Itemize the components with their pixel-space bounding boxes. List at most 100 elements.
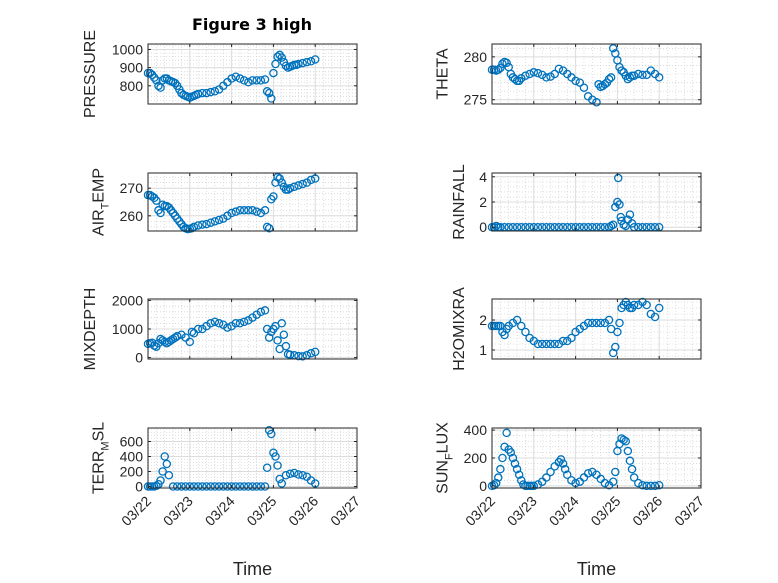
data-point bbox=[223, 211, 232, 221]
data-point bbox=[510, 74, 520, 84]
data-point bbox=[542, 339, 551, 349]
data-point bbox=[537, 70, 547, 80]
data-point bbox=[218, 482, 228, 491]
figure-title: Figure 3 high bbox=[192, 15, 312, 34]
data-point bbox=[227, 74, 236, 83]
data-point bbox=[275, 474, 284, 484]
data-point bbox=[152, 481, 161, 490]
y-tick-label: 0 bbox=[479, 478, 487, 494]
data-point bbox=[583, 318, 593, 328]
data-point bbox=[277, 53, 287, 62]
data-point bbox=[592, 318, 601, 328]
data-point bbox=[173, 331, 182, 341]
data-point bbox=[294, 351, 303, 361]
y-tick-label: 270 bbox=[120, 180, 144, 196]
axes-frame bbox=[147, 427, 358, 489]
data-point bbox=[525, 69, 534, 79]
data-point bbox=[269, 192, 278, 201]
data-point bbox=[567, 333, 576, 343]
data-point bbox=[613, 197, 622, 207]
data-point bbox=[256, 208, 266, 218]
data-point bbox=[256, 482, 266, 491]
data-point bbox=[611, 202, 620, 212]
x-axis-label: Time bbox=[577, 559, 616, 579]
data-point bbox=[164, 470, 174, 480]
data-point bbox=[608, 44, 618, 53]
data-point bbox=[262, 222, 272, 232]
data-point bbox=[550, 69, 559, 79]
data-point bbox=[579, 83, 589, 92]
axes-frame bbox=[491, 298, 702, 360]
data-point bbox=[267, 429, 276, 439]
data-point bbox=[248, 206, 257, 215]
data-point bbox=[298, 470, 307, 480]
y-tick-label: 260 bbox=[120, 208, 144, 224]
y-axis-label: PRESSURE bbox=[82, 30, 99, 118]
data-point bbox=[189, 482, 199, 491]
data-point bbox=[198, 220, 207, 229]
data-point bbox=[512, 464, 522, 474]
data-point bbox=[285, 183, 295, 193]
data-point bbox=[604, 315, 614, 325]
data-point bbox=[306, 349, 316, 358]
y-axis-label: SUNFLUX bbox=[434, 422, 455, 494]
data-point bbox=[231, 482, 241, 491]
data-point bbox=[604, 74, 614, 84]
data-point bbox=[634, 69, 643, 79]
data-point bbox=[185, 337, 195, 347]
data-point bbox=[239, 76, 249, 85]
data-point bbox=[273, 336, 282, 345]
y-tick-label: 2 bbox=[479, 312, 487, 328]
data-point bbox=[556, 455, 566, 464]
data-point bbox=[600, 478, 610, 488]
series-markers bbox=[143, 50, 320, 103]
data-point bbox=[596, 318, 605, 328]
data-point bbox=[235, 482, 245, 491]
data-point bbox=[489, 480, 499, 490]
data-point bbox=[542, 73, 551, 82]
data-point bbox=[158, 76, 167, 85]
data-point bbox=[290, 182, 299, 192]
data-point bbox=[588, 467, 597, 477]
data-point bbox=[606, 73, 616, 82]
data-point bbox=[517, 476, 526, 485]
data-point bbox=[162, 74, 172, 83]
axes-frame bbox=[147, 172, 358, 232]
y-tick-label: 400 bbox=[120, 449, 144, 465]
data-point bbox=[592, 98, 601, 107]
y-tick-label: 0 bbox=[135, 350, 143, 366]
data-point bbox=[625, 210, 635, 219]
y-tick-label: 2 bbox=[479, 194, 487, 210]
data-point bbox=[546, 339, 555, 349]
data-point bbox=[294, 470, 303, 479]
data-point bbox=[496, 464, 505, 474]
data-point bbox=[625, 456, 635, 466]
data-point bbox=[294, 59, 303, 69]
y-tick-label: 275 bbox=[464, 92, 488, 108]
data-point bbox=[206, 218, 215, 227]
data-point bbox=[235, 319, 245, 328]
data-point bbox=[260, 206, 270, 215]
data-point bbox=[152, 76, 161, 85]
data-point bbox=[239, 317, 249, 327]
data-point bbox=[594, 80, 603, 89]
axes-background bbox=[148, 173, 357, 231]
data-point bbox=[629, 300, 639, 310]
data-point bbox=[615, 318, 624, 328]
data-point bbox=[638, 480, 647, 490]
data-point bbox=[244, 77, 253, 87]
data-point bbox=[533, 339, 543, 349]
data-point bbox=[508, 453, 518, 463]
data-point bbox=[267, 94, 276, 103]
data-point bbox=[571, 76, 580, 86]
data-point bbox=[279, 330, 289, 339]
data-point bbox=[310, 55, 320, 64]
data-point bbox=[588, 318, 597, 328]
data-point bbox=[252, 482, 261, 491]
data-point bbox=[627, 464, 637, 474]
data-point bbox=[145, 68, 155, 78]
data-point bbox=[621, 437, 631, 446]
